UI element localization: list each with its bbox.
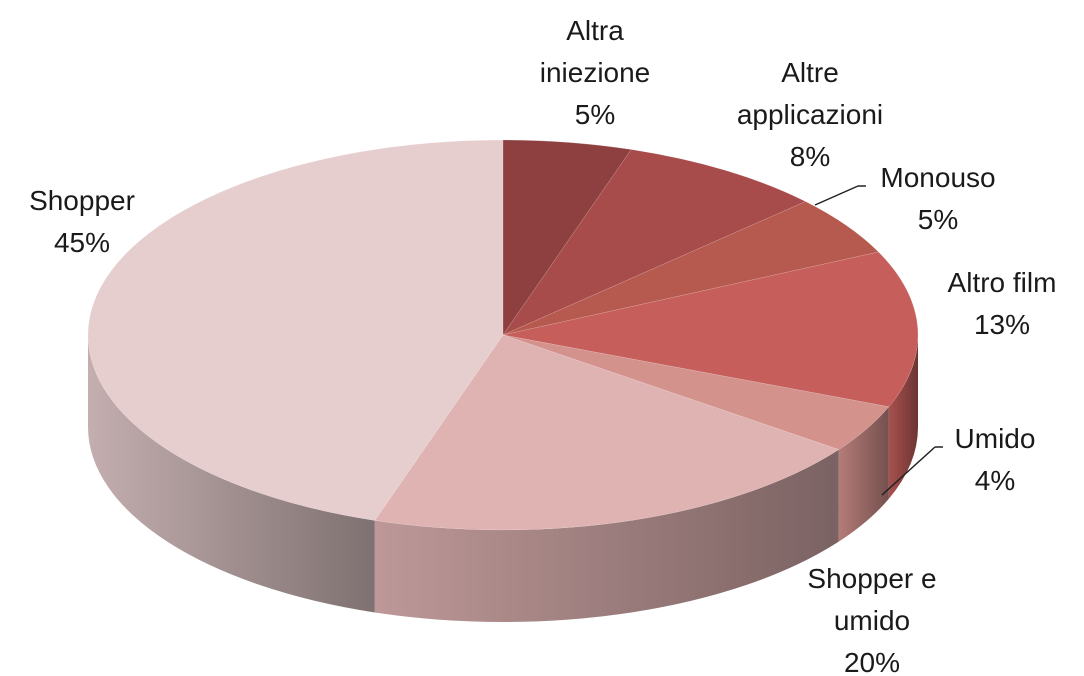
slice: [87, 139, 504, 521]
category-label: Altro film: [947, 267, 1057, 298]
slice-label: Altro film 13%: [902, 262, 1084, 346]
category-label: Monouso: [880, 162, 996, 193]
value-label: 5%: [917, 204, 959, 235]
slice-side: [88, 335, 375, 613]
value-label: 20%: [843, 647, 901, 676]
slice-label: Altra iniezione 5%: [520, 10, 670, 136]
slice: [502, 149, 807, 336]
slice: [502, 201, 880, 336]
slice-side: [838, 406, 889, 542]
slice-side: [374, 449, 839, 622]
slice-label: Altre applicazioni 8%: [715, 52, 905, 178]
slice-side: [888, 335, 918, 499]
slice-label: Umido 4%: [895, 418, 1084, 502]
slice: [374, 334, 840, 531]
leader-line: [814, 185, 859, 206]
slice: [502, 334, 890, 450]
slice: [502, 139, 632, 336]
value-label: 13%: [973, 309, 1031, 340]
slice-label: Shopper e umido 20%: [797, 558, 947, 676]
slice-label: Shopper 45%: [2, 180, 162, 264]
value-label: 45%: [53, 227, 111, 258]
value-label: 5%: [574, 99, 616, 130]
leader-line: [881, 446, 936, 496]
tops: [87, 139, 919, 531]
category-label: Shopper e umido: [807, 563, 937, 636]
category-label: Umido: [954, 423, 1036, 454]
slice-label: Monouso 5%: [838, 157, 1038, 241]
value-label: 4%: [974, 465, 1016, 496]
sides: [88, 335, 918, 622]
value-label: 8%: [789, 141, 831, 172]
category-label: Altre applicazioni: [736, 57, 884, 130]
category-label: Shopper: [29, 185, 135, 216]
slice: [502, 251, 919, 408]
category-label: Altra iniezione: [539, 15, 651, 88]
